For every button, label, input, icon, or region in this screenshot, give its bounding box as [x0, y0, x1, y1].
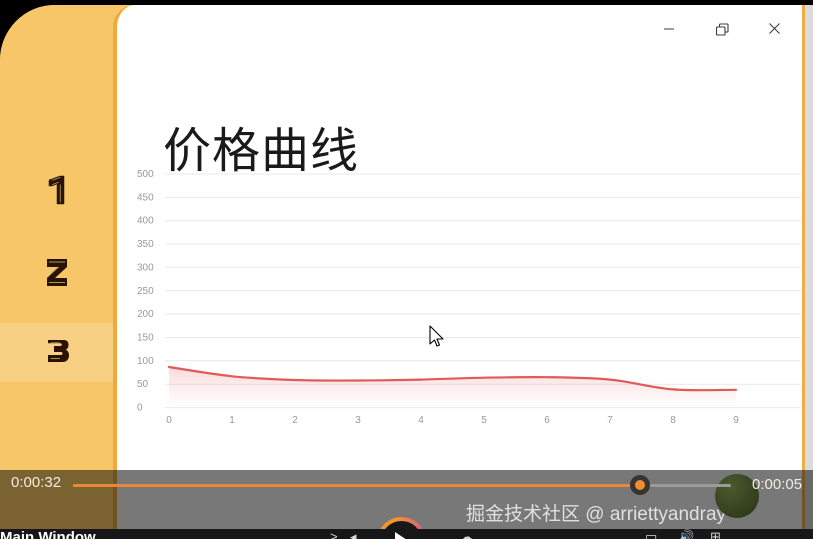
svg-text:250: 250	[137, 286, 154, 297]
svg-text:0: 0	[137, 403, 143, 414]
svg-text:9: 9	[733, 415, 739, 426]
svg-text:200: 200	[137, 309, 154, 320]
svg-text:1: 1	[229, 415, 235, 426]
svg-text:150: 150	[137, 333, 154, 344]
svg-text:5: 5	[481, 415, 487, 426]
svg-text:2: 2	[292, 415, 298, 426]
svg-text:8: 8	[670, 415, 676, 426]
svg-text:50: 50	[137, 379, 149, 390]
svg-text:7: 7	[607, 415, 613, 426]
svg-text:450: 450	[137, 192, 154, 203]
svg-text:100: 100	[137, 356, 154, 367]
svg-text:300: 300	[137, 262, 154, 273]
svg-text:400: 400	[137, 216, 154, 227]
svg-text:4: 4	[418, 415, 424, 426]
svg-text:0: 0	[166, 415, 172, 426]
svg-text:3: 3	[355, 415, 361, 426]
svg-text:500: 500	[137, 169, 154, 180]
svg-text:350: 350	[137, 239, 154, 250]
svg-text:6: 6	[544, 415, 550, 426]
